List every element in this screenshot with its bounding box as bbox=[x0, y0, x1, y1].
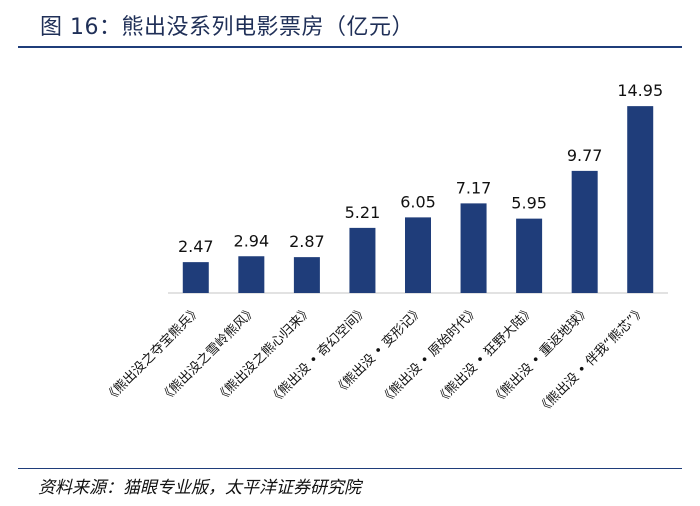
category-label-7: 《熊出没 • 狂野大陆》 bbox=[433, 303, 538, 408]
bar-7 bbox=[516, 218, 543, 294]
bar-8 bbox=[571, 170, 598, 294]
category-label-8: 《熊出没 • 重返地球》 bbox=[488, 303, 593, 408]
data-label-4: 5.21 bbox=[345, 203, 381, 222]
data-label-9: 14.95 bbox=[617, 81, 663, 100]
category-label-5: 《熊出没 • 变形记》 bbox=[331, 303, 427, 399]
bar-4 bbox=[349, 227, 376, 294]
data-label-5: 6.05 bbox=[400, 192, 436, 211]
bar-5 bbox=[405, 217, 431, 294]
bar-9 bbox=[627, 106, 654, 294]
bar-6 bbox=[460, 203, 487, 294]
source-block: 资料来源：猫眼专业版，太平洋证券研究院 bbox=[18, 468, 682, 506]
category-label-4: 《熊出没 • 奇幻空间》 bbox=[266, 303, 371, 408]
category-label-1: 《熊出没之夺宝熊兵》 bbox=[101, 303, 204, 406]
source-rule bbox=[18, 468, 682, 469]
category-label-6: 《熊出没 • 原始时代》 bbox=[377, 303, 482, 408]
data-label-7: 5.95 bbox=[511, 194, 547, 213]
chart-area: 2.47 《熊出没之夺宝熊兵》 2.94 《熊出没之雪岭熊风》 2.87 《熊出没之熊心归… bbox=[0, 58, 700, 468]
data-label-6: 7.17 bbox=[456, 178, 492, 197]
bar-2 bbox=[238, 256, 265, 293]
category-label-2: 《熊出没之雪岭熊风》 bbox=[157, 303, 260, 406]
data-label-3: 2.87 bbox=[289, 232, 325, 251]
data-label-2: 2.94 bbox=[234, 231, 270, 250]
title-block: 图 16：熊出没系列电影票房（亿元） bbox=[18, 10, 682, 48]
data-label-1: 2.47 bbox=[178, 237, 214, 256]
source-note: 资料来源：猫眼专业版，太平洋证券研究院 bbox=[38, 478, 361, 498]
category-label-3: 《熊出没之熊心归来》 bbox=[212, 303, 315, 406]
bar-1 bbox=[182, 262, 209, 294]
bar-chart: 2.47 《熊出没之夺宝熊兵》 2.94 《熊出没之雪岭熊风》 2.87 《熊出没之熊心归… bbox=[101, 81, 668, 417]
title-rule bbox=[18, 46, 682, 48]
data-label-8: 9.77 bbox=[567, 146, 603, 165]
plot-layer: 2.47 《熊出没之夺宝熊兵》 2.94 《熊出没之雪岭熊风》 2.87 《熊出没之熊心归… bbox=[101, 81, 668, 417]
bar-3 bbox=[293, 257, 320, 294]
category-label-9: 《熊出没 • 伴我“熊芯”》 bbox=[534, 303, 649, 418]
chart-title: 图 16：熊出没系列电影票房（亿元） bbox=[40, 15, 414, 40]
